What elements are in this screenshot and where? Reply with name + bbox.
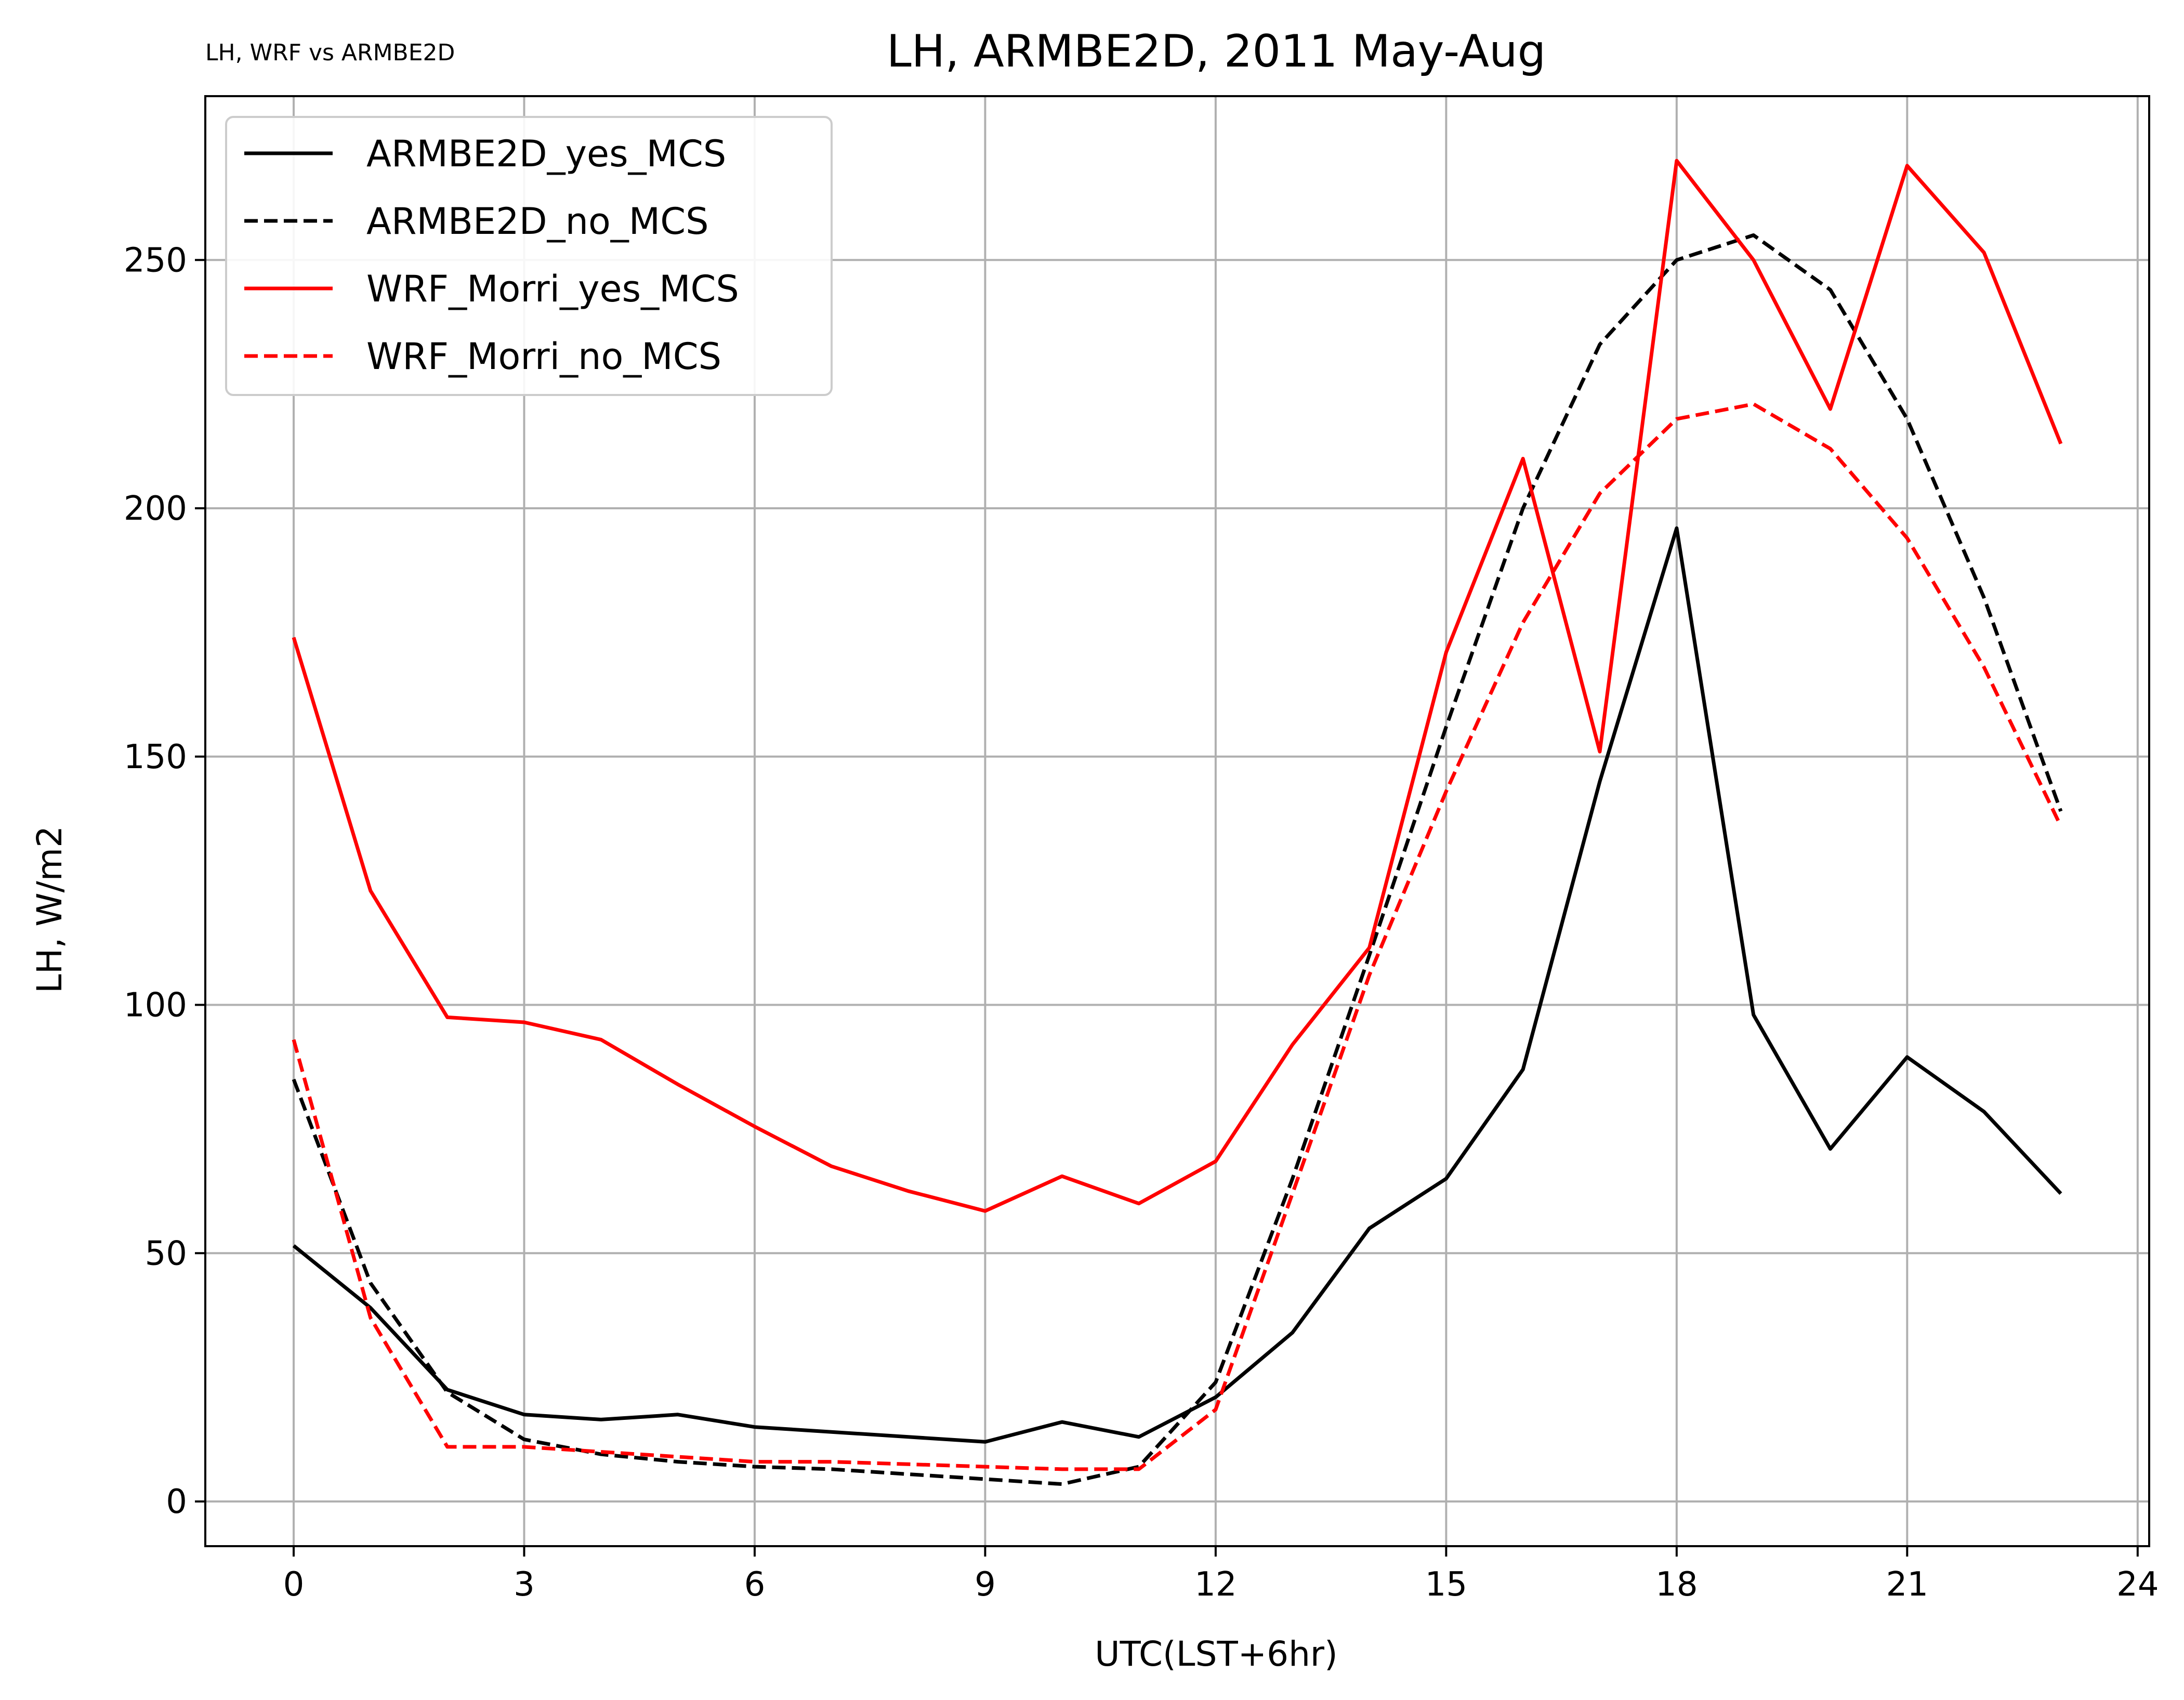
plot-frame: [204, 95, 2150, 1547]
y-tick-label: 0: [166, 1483, 187, 1521]
y-tick-label: 200: [124, 490, 187, 528]
y-axis-label: LH, W/m2: [30, 826, 70, 993]
y-tick-label: 250: [124, 241, 187, 280]
x-tick-label: 6: [744, 1565, 766, 1604]
y-tick-label: 100: [124, 986, 187, 1025]
legend-box: [225, 116, 833, 396]
x-tick-label: 12: [1194, 1565, 1236, 1604]
series-line-WRF_Morri_no_MCS: [292, 402, 2063, 1471]
legend-label: ARMBE2D_no_MCS: [366, 200, 709, 243]
x-tick-label: 21: [1886, 1565, 1928, 1604]
x-tick-label: 24: [2116, 1565, 2159, 1604]
chart-subtitle: LH, WRF vs ARMBE2D: [205, 39, 455, 66]
series-line-ARMBE2D_yes_MCS: [292, 526, 2062, 1444]
y-axis: 0 50 100 150 200 250: [124, 241, 205, 1521]
chart-title: LH, ARMBE2D, 2011 May-Aug: [887, 25, 1546, 77]
x-tick-label: 3: [514, 1565, 535, 1604]
x-tick-label: 9: [975, 1565, 996, 1604]
series-line-WRF_Morri_yes_MCS: [292, 159, 2063, 1213]
x-axis-label: UTC(LST+6hr): [1095, 1634, 1338, 1674]
y-tick-label: 150: [124, 738, 187, 776]
x-tick-label: 0: [283, 1565, 305, 1604]
x-tick-label: 18: [1655, 1565, 1698, 1604]
legend-label: ARMBE2D_yes_MCS: [366, 133, 726, 175]
legend-label: WRF_Morri_yes_MCS: [366, 268, 739, 310]
legend-label: WRF_Morri_no_MCS: [366, 335, 721, 378]
x-axis: 0 3 6 9 12 15 18 21 24: [283, 1546, 2159, 1604]
series-layer: [292, 159, 2063, 1486]
y-tick-label: 50: [145, 1234, 187, 1273]
x-tick-label: 15: [1425, 1565, 1467, 1604]
legend: ARMBE2D_yes_MCS ARMBE2D_no_MCS WRF_Morri_y…: [225, 116, 833, 396]
